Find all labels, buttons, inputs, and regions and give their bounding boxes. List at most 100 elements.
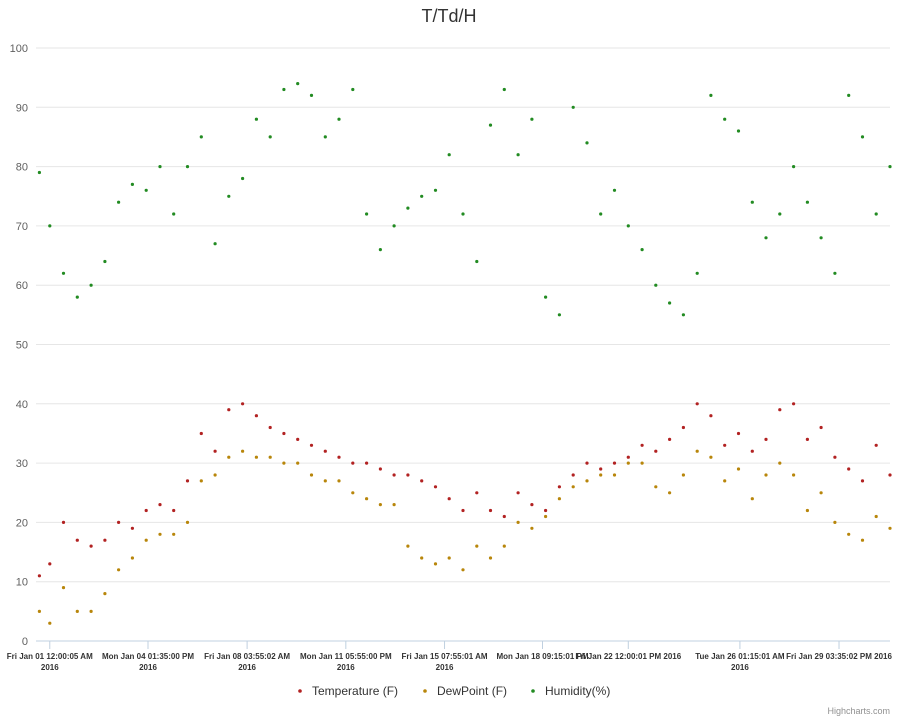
data-point — [433, 485, 438, 489]
data-point — [612, 473, 617, 477]
legend-label: Humidity(%) — [545, 684, 610, 698]
legend-item[interactable]: DewPoint (F) — [423, 684, 507, 698]
data-point — [309, 473, 314, 477]
data-point — [420, 194, 424, 198]
data-point — [874, 212, 878, 216]
data-point — [805, 508, 810, 513]
data-point — [392, 473, 396, 477]
data-point — [365, 212, 369, 216]
data-point — [406, 473, 410, 477]
data-point — [654, 283, 658, 287]
data-point — [144, 188, 148, 192]
credits[interactable]: Highcharts.com — [827, 706, 890, 716]
y-tick-label: 90 — [16, 102, 28, 114]
x-tick-label: Fri Jan 29 03:35:02 PM 2016 — [786, 652, 892, 661]
data-point — [144, 508, 148, 513]
data-point — [48, 562, 52, 566]
data-point — [351, 461, 355, 465]
data-point — [61, 520, 66, 525]
data-point — [544, 514, 548, 519]
legend-item[interactable]: Humidity(%) — [531, 684, 610, 698]
data-point — [750, 497, 754, 501]
data-point — [309, 443, 314, 447]
plot-area — [37, 82, 892, 625]
data-point — [461, 568, 465, 572]
data-point — [530, 503, 534, 507]
series-temperature-f — [37, 402, 892, 578]
data-point — [378, 467, 382, 471]
data-point — [158, 532, 162, 536]
data-point — [681, 313, 686, 317]
data-point — [447, 153, 451, 157]
data-point — [723, 443, 727, 447]
data-point — [37, 609, 42, 614]
x-tick-label-year: 2016 — [41, 663, 59, 672]
data-point — [268, 455, 272, 459]
data-point — [75, 538, 79, 542]
data-point — [254, 455, 258, 459]
data-point — [172, 532, 176, 536]
x-tick-label-year: 2016 — [436, 663, 454, 672]
data-point — [819, 425, 823, 430]
data-point — [199, 431, 203, 436]
data-point — [654, 449, 658, 453]
data-point — [612, 188, 617, 192]
x-tick-label: Fri Jan 22 12:00:01 PM 2016 — [575, 652, 681, 661]
data-point — [626, 461, 630, 465]
data-point — [475, 259, 479, 264]
data-point — [888, 526, 892, 530]
data-point — [433, 188, 438, 192]
y-tick-label: 100 — [10, 43, 28, 55]
data-point — [323, 449, 327, 453]
data-point — [488, 508, 493, 513]
data-point — [185, 165, 190, 169]
x-tick-label-year: 2016 — [731, 663, 749, 672]
data-point — [103, 592, 107, 596]
data-point — [723, 479, 727, 483]
y-tick-label: 40 — [16, 399, 28, 411]
data-point — [103, 259, 107, 264]
legend-marker — [298, 689, 302, 693]
y-tick-label: 60 — [16, 280, 28, 292]
data-point — [130, 526, 134, 530]
data-point — [860, 135, 865, 139]
data-point — [172, 212, 176, 216]
y-tick-label: 0 — [22, 636, 28, 648]
data-point — [599, 467, 603, 471]
legend-item[interactable]: Temperature (F) — [298, 684, 398, 698]
data-point — [323, 135, 327, 139]
data-point — [365, 497, 369, 501]
data-point — [612, 461, 617, 465]
data-point — [61, 586, 66, 590]
data-point — [268, 425, 272, 430]
legend-marker — [423, 689, 427, 693]
data-point — [392, 503, 396, 507]
data-point — [516, 520, 520, 525]
data-point — [764, 473, 768, 477]
legend-label: Temperature (F) — [312, 684, 398, 698]
data-point — [654, 485, 658, 489]
data-point — [764, 437, 768, 441]
x-tick-label-year: 2016 — [337, 663, 355, 672]
x-tick-label: Tue Jan 26 01:15:01 AM — [695, 652, 785, 661]
data-point — [695, 449, 699, 453]
data-point — [819, 236, 823, 240]
data-point — [805, 437, 810, 441]
data-point — [778, 212, 782, 216]
legend-label: DewPoint (F) — [437, 684, 507, 698]
data-point — [888, 473, 892, 477]
data-point — [557, 497, 562, 501]
data-point — [282, 431, 286, 436]
data-point — [75, 609, 79, 614]
series-dewpoint-f — [37, 449, 892, 625]
data-point — [792, 165, 796, 169]
data-point — [433, 562, 438, 566]
data-point — [337, 117, 341, 121]
data-point — [571, 485, 575, 489]
data-point — [778, 461, 782, 465]
data-point — [378, 503, 382, 507]
data-point — [296, 437, 300, 441]
data-point — [681, 425, 686, 430]
data-point — [130, 182, 134, 186]
data-point — [626, 455, 630, 459]
